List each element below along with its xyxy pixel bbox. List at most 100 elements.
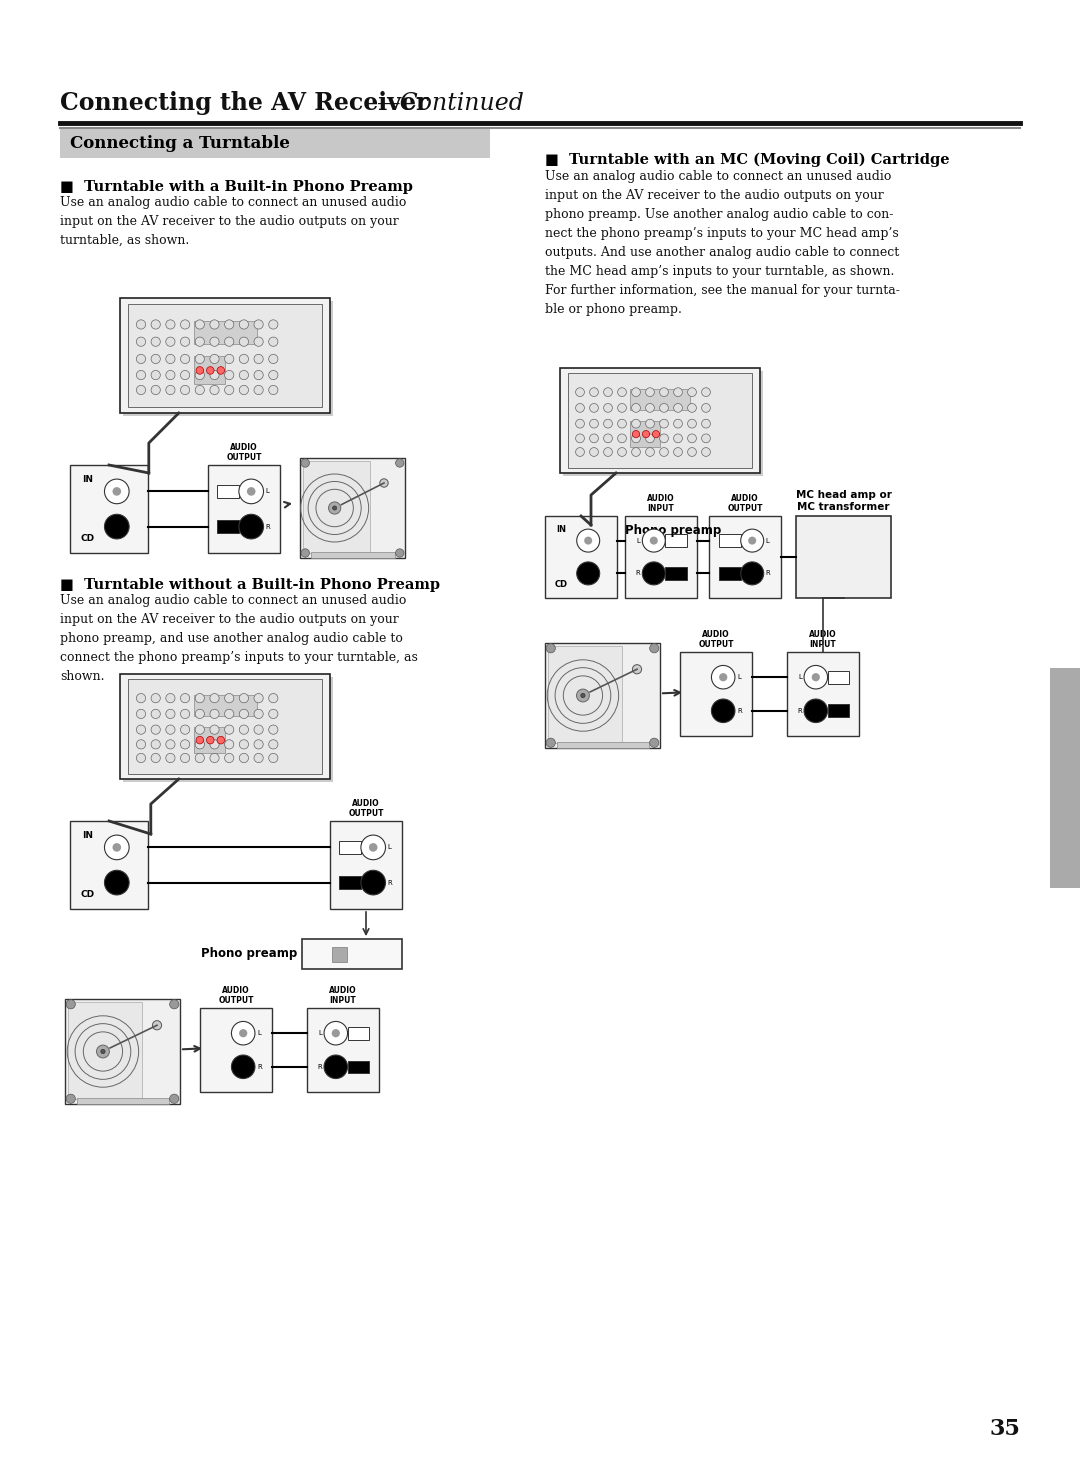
Bar	[680, 652, 752, 735]
Bar	[556, 741, 648, 749]
Circle shape	[206, 737, 214, 744]
Text: R: R	[318, 1064, 322, 1070]
Bar	[123, 301, 333, 415]
Circle shape	[136, 354, 146, 364]
Circle shape	[165, 725, 175, 734]
Text: IN: IN	[82, 831, 93, 841]
Circle shape	[643, 528, 665, 552]
Circle shape	[395, 459, 404, 467]
Circle shape	[180, 693, 190, 703]
Bar	[339, 876, 361, 890]
Text: Phono preamp: Phono preamp	[201, 947, 297, 960]
Bar	[719, 567, 741, 580]
Circle shape	[546, 738, 555, 747]
Circle shape	[674, 420, 683, 429]
Circle shape	[112, 487, 121, 496]
Text: IN: IN	[556, 526, 566, 534]
Circle shape	[804, 665, 827, 688]
Circle shape	[324, 1022, 348, 1045]
Bar	[217, 484, 239, 498]
Bar	[568, 373, 752, 468]
Circle shape	[239, 1029, 247, 1038]
Circle shape	[165, 338, 175, 346]
Circle shape	[180, 320, 190, 329]
Bar	[77, 1098, 168, 1104]
Bar	[330, 821, 402, 909]
Circle shape	[195, 386, 204, 395]
Text: AUDIO
OUTPUT: AUDIO OUTPUT	[226, 442, 261, 462]
Circle shape	[210, 740, 219, 749]
Circle shape	[674, 388, 683, 396]
Circle shape	[254, 370, 264, 380]
Text: R: R	[266, 524, 270, 530]
Circle shape	[650, 738, 659, 747]
Bar	[708, 515, 781, 597]
Circle shape	[225, 753, 233, 762]
Circle shape	[254, 709, 264, 718]
Text: L: L	[388, 844, 391, 850]
Circle shape	[618, 448, 626, 457]
Circle shape	[332, 1029, 340, 1038]
Bar	[70, 821, 148, 909]
Text: L: L	[737, 674, 741, 680]
Circle shape	[225, 709, 233, 718]
Circle shape	[618, 420, 626, 429]
Circle shape	[812, 674, 820, 681]
Circle shape	[225, 740, 233, 749]
Bar	[665, 534, 687, 546]
Bar	[787, 652, 859, 735]
Circle shape	[136, 320, 146, 329]
Bar	[303, 461, 370, 553]
Text: AUDIO
INPUT: AUDIO INPUT	[647, 493, 675, 512]
Circle shape	[269, 386, 278, 395]
Circle shape	[269, 354, 278, 364]
Circle shape	[254, 693, 264, 703]
Circle shape	[136, 370, 146, 380]
Circle shape	[170, 1000, 179, 1009]
Circle shape	[136, 386, 146, 395]
Circle shape	[210, 320, 219, 329]
Circle shape	[632, 435, 640, 443]
Circle shape	[195, 725, 204, 734]
Circle shape	[165, 386, 175, 395]
Circle shape	[361, 835, 386, 860]
Bar	[193, 321, 257, 344]
Circle shape	[660, 420, 669, 429]
Circle shape	[210, 338, 219, 346]
Circle shape	[590, 420, 598, 429]
Circle shape	[269, 725, 278, 734]
Circle shape	[96, 1045, 109, 1058]
Text: R: R	[388, 879, 392, 885]
Circle shape	[247, 487, 256, 496]
Bar	[120, 674, 330, 780]
Circle shape	[151, 725, 160, 734]
Circle shape	[604, 388, 612, 396]
Circle shape	[633, 665, 642, 674]
Circle shape	[240, 354, 248, 364]
Circle shape	[604, 435, 612, 443]
Circle shape	[688, 435, 697, 443]
Bar	[719, 534, 741, 546]
Circle shape	[165, 354, 175, 364]
Circle shape	[590, 435, 598, 443]
Circle shape	[180, 386, 190, 395]
Circle shape	[100, 1050, 105, 1054]
Circle shape	[688, 420, 697, 429]
Text: Phono preamp: Phono preamp	[625, 524, 721, 537]
Circle shape	[136, 725, 146, 734]
Bar	[1050, 668, 1080, 888]
Text: AUDIO
OUTPUT: AUDIO OUTPUT	[727, 493, 762, 512]
Circle shape	[576, 420, 584, 429]
Bar	[563, 371, 762, 476]
Text: ■  Turntable with an MC (Moving Coil) Cartridge: ■ Turntable with an MC (Moving Coil) Car…	[545, 153, 949, 167]
Circle shape	[618, 388, 626, 396]
Circle shape	[112, 843, 121, 851]
Circle shape	[136, 338, 146, 346]
Circle shape	[660, 404, 669, 413]
Circle shape	[195, 338, 204, 346]
Circle shape	[604, 420, 612, 429]
Circle shape	[225, 725, 233, 734]
Circle shape	[206, 367, 214, 374]
Circle shape	[165, 740, 175, 749]
Circle shape	[369, 843, 378, 851]
